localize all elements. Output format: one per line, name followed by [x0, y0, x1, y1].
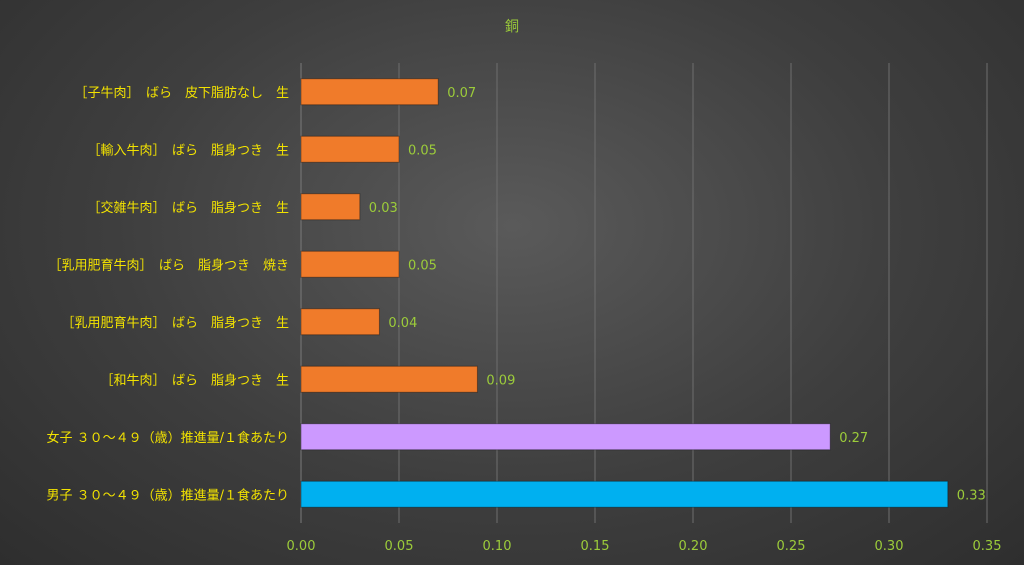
x-tick-label: 0.15 — [581, 539, 610, 554]
bar — [300, 308, 380, 336]
value-labels: 0.07 0.05 0.03 0.05 0.04 0.09 0.27 0.33 — [369, 86, 986, 504]
chart-title: 銅 — [505, 19, 519, 35]
category-label: ［乳用肥育牛肉］ ばら 脂身つき 生 — [61, 315, 289, 331]
category-label: 男子 ３０～４９（歳）推進量/１食あたり — [46, 487, 289, 503]
category-label: ［子牛肉］ ばら 皮下脂肪なし 生 — [74, 85, 289, 101]
x-tick-label: 0.00 — [287, 539, 316, 554]
bar — [300, 250, 400, 278]
value-label: 0.27 — [839, 431, 868, 446]
bar — [300, 193, 361, 221]
value-label: 0.03 — [369, 201, 398, 216]
bar — [300, 135, 400, 163]
bar — [300, 365, 478, 393]
category-label: ［和牛肉］ ばら 脂身つき 生 — [100, 372, 289, 388]
x-tick-label: 0.05 — [385, 539, 414, 554]
bar — [300, 480, 949, 508]
x-tick-label: 0.35 — [973, 539, 1002, 554]
x-tick-labels: 0.00 0.05 0.10 0.15 0.20 0.25 0.30 0.35 — [287, 539, 1002, 554]
x-tick-label: 0.10 — [483, 539, 512, 554]
category-label: ［乳用肥育牛肉］ ばら 脂身つき 焼き — [48, 257, 289, 273]
x-tick-label: 0.25 — [777, 539, 806, 554]
value-label: 0.05 — [408, 143, 437, 158]
value-label: 0.05 — [408, 258, 437, 273]
value-label: 0.04 — [388, 316, 417, 331]
bar — [300, 78, 439, 106]
category-label: 女子 ３０～４９（歳）推進量/１食あたり — [46, 430, 289, 446]
category-labels: ［子牛肉］ ばら 皮下脂肪なし 生 ［輸入牛肉］ ばら 脂身つき 生 ［交雑牛肉］ … — [46, 85, 289, 504]
category-label: ［交雑牛肉］ ばら 脂身つき 生 — [87, 200, 289, 216]
value-label: 0.09 — [486, 373, 515, 388]
x-tick-label: 0.20 — [679, 539, 708, 554]
x-tick-label: 0.30 — [875, 539, 904, 554]
category-label: ［輸入牛肉］ ばら 脂身つき 生 — [87, 142, 289, 158]
value-label: 0.07 — [447, 86, 476, 101]
gridlines — [300, 63, 988, 523]
bars — [300, 78, 949, 508]
bar — [300, 423, 831, 451]
value-label: 0.33 — [957, 488, 986, 503]
